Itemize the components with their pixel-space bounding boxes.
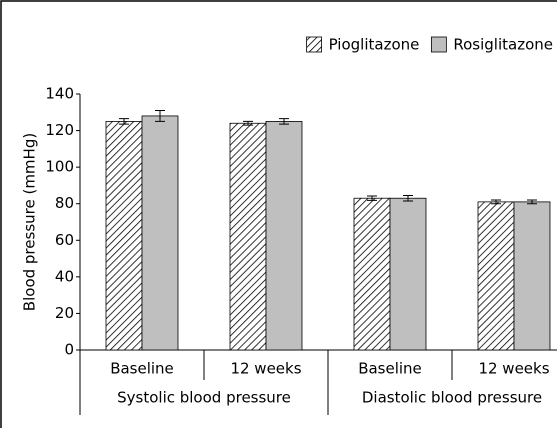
legend-swatch [430, 36, 447, 53]
bar [353, 197, 391, 351]
bar [389, 197, 427, 351]
error-bar [527, 199, 537, 205]
error-bar [403, 194, 413, 202]
y-axis-label: Blood pressure (mmHg) [21, 133, 39, 311]
error-bar [155, 109, 165, 122]
y-tick-label: 0 [64, 341, 74, 359]
group-label: Diastolic blood pressure [362, 389, 542, 407]
x-tick-label: Baseline [358, 360, 422, 378]
bar [265, 121, 303, 351]
legend-label: Pioglitazone [329, 36, 420, 54]
bar [229, 122, 267, 351]
legend-swatch [306, 36, 322, 53]
x-tick-label: 12 weeks [230, 360, 301, 378]
error-bar [279, 118, 289, 125]
bar [105, 121, 143, 351]
y-tick-label: 100 [45, 158, 74, 176]
error-bar [491, 199, 501, 205]
bar [477, 201, 515, 351]
error-bar [367, 195, 377, 201]
x-tick-label: Baseline [110, 360, 174, 378]
y-tick-label: 80 [55, 194, 74, 212]
y-tick-label: 60 [55, 231, 74, 249]
bar [141, 115, 179, 351]
error-bar [119, 118, 129, 125]
legend-label: Rosiglitazone [453, 36, 553, 54]
y-tick-label: 120 [45, 121, 74, 139]
y-tick-label: 140 [45, 85, 74, 103]
y-tick-label: 20 [55, 304, 74, 322]
bar [513, 201, 551, 351]
x-tick-label: 12 weeks [478, 360, 549, 378]
error-bar [243, 120, 253, 126]
y-tick-label: 40 [55, 267, 74, 285]
group-label: Systolic blood pressure [117, 389, 291, 407]
